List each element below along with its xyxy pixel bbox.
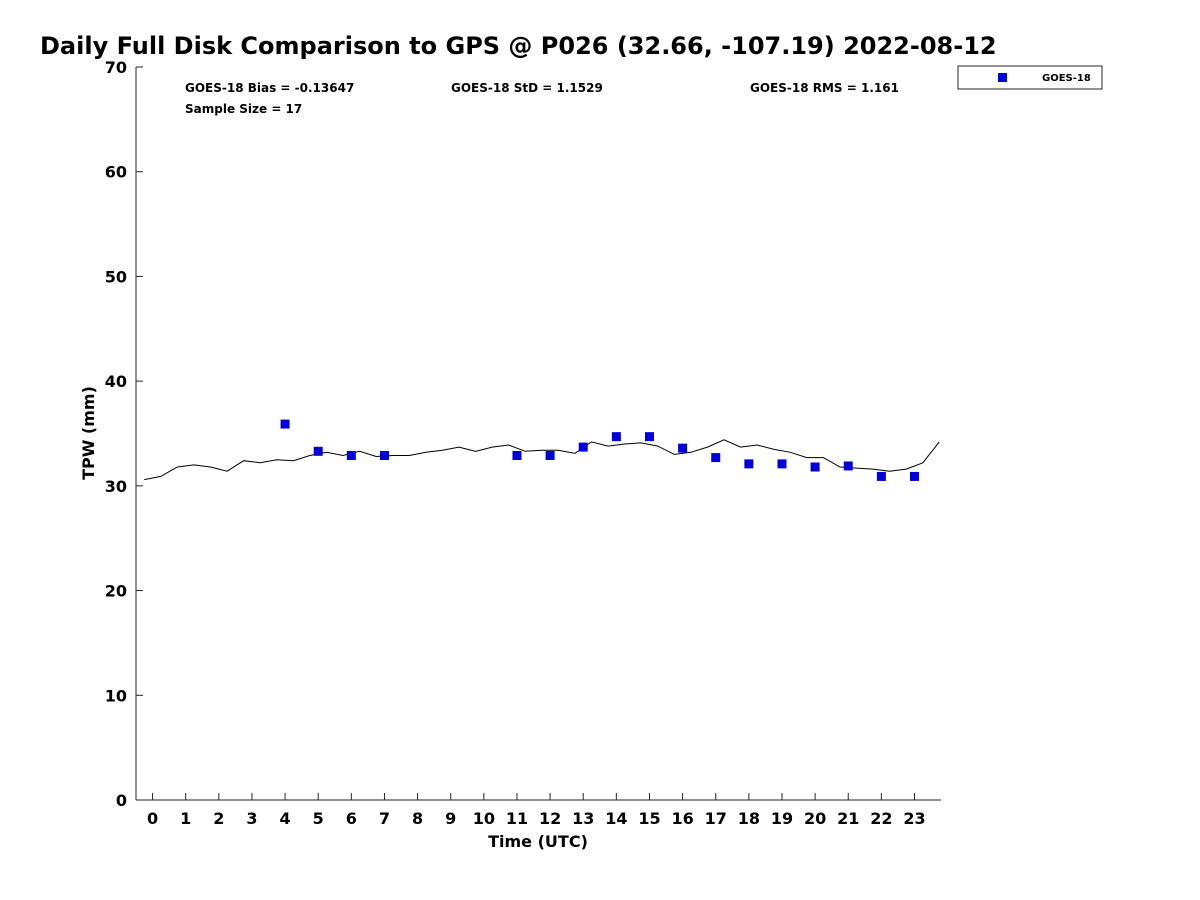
y-tick-label: 10 (105, 686, 127, 705)
x-tick-label: 9 (445, 809, 456, 828)
goes18-point (346, 450, 356, 460)
goes18-point (644, 432, 654, 442)
y-axis-label: TPW (mm) (79, 386, 98, 480)
y-tick-label: 40 (105, 372, 127, 391)
x-tick-label: 1 (180, 809, 191, 828)
x-tick-label: 7 (379, 809, 390, 828)
x-tick-label: 4 (280, 809, 291, 828)
legend: GOES-18 (957, 65, 1103, 90)
x-tick-label: 18 (738, 809, 760, 828)
x-tick-label: 2 (213, 809, 224, 828)
goes18-points (280, 419, 919, 481)
goes18-point (744, 459, 754, 469)
std-stat: GOES-18 StD = 1.1529 (451, 81, 603, 95)
x-tick-label: 20 (804, 809, 826, 828)
x-tick-label: 5 (313, 809, 324, 828)
goes18-point (678, 443, 688, 453)
legend-box (957, 65, 1103, 90)
x-tick-label: 21 (837, 809, 859, 828)
plot-area: 0 1 2 3 4 5 6 7 8 9 10 11 12 13 14 15 16 17 18 19 20 21 22 23 0… (105, 58, 941, 828)
y-tick-label: 30 (105, 477, 127, 496)
x-tick-label: 13 (572, 809, 594, 828)
x-tick-label: 0 (147, 809, 158, 828)
x-tick-label: 12 (539, 809, 561, 828)
y-tick-label: 70 (105, 58, 127, 77)
sample-size-stat: Sample Size = 17 (185, 102, 302, 116)
goes18-point (909, 471, 919, 481)
y-tick-label: 50 (105, 267, 127, 286)
x-tick-label: 17 (705, 809, 727, 828)
y-ticks: 0 10 20 30 40 50 60 70 (105, 58, 143, 810)
legend-marker-goes18 (998, 73, 1007, 82)
goes18-point (843, 461, 853, 471)
y-tick-label: 0 (116, 791, 127, 810)
goes18-point (578, 442, 588, 452)
goes18-point (280, 419, 290, 429)
x-ticks: 0 1 2 3 4 5 6 7 8 9 10 11 12 13 14 15 16 17 18 19 20 21 22 23 (147, 793, 926, 828)
x-tick-label: 8 (412, 809, 423, 828)
goes18-point (512, 450, 522, 460)
x-tick-label: 15 (638, 809, 660, 828)
gps-line (144, 439, 940, 481)
x-tick-label: 23 (903, 809, 925, 828)
x-tick-label: 16 (671, 809, 693, 828)
goes18-point (777, 459, 787, 469)
x-tick-label: 19 (771, 809, 793, 828)
x-tick-label: 6 (346, 809, 357, 828)
rms-stat: GOES-18 RMS = 1.161 (750, 81, 899, 95)
goes18-point (545, 450, 555, 460)
legend-label-goes18: GOES-18 (1042, 73, 1091, 84)
x-tick-label: 3 (246, 809, 257, 828)
x-tick-label: 22 (870, 809, 892, 828)
y-tick-label: 60 (105, 163, 127, 182)
goes18-point (313, 446, 323, 456)
x-tick-label: 10 (473, 809, 495, 828)
chart-title: Daily Full Disk Comparison to GPS @ P026… (40, 32, 997, 60)
bias-stat: GOES-18 Bias = -0.13647 (185, 81, 354, 95)
x-tick-label: 11 (506, 809, 528, 828)
goes18-point (611, 432, 621, 442)
x-axis-label: Time (UTC) (488, 832, 588, 851)
goes18-point (810, 462, 820, 472)
x-tick-label: 14 (605, 809, 627, 828)
goes18-point (876, 471, 886, 481)
goes18-point (379, 450, 389, 460)
y-tick-label: 20 (105, 582, 127, 601)
goes18-point (711, 453, 721, 463)
